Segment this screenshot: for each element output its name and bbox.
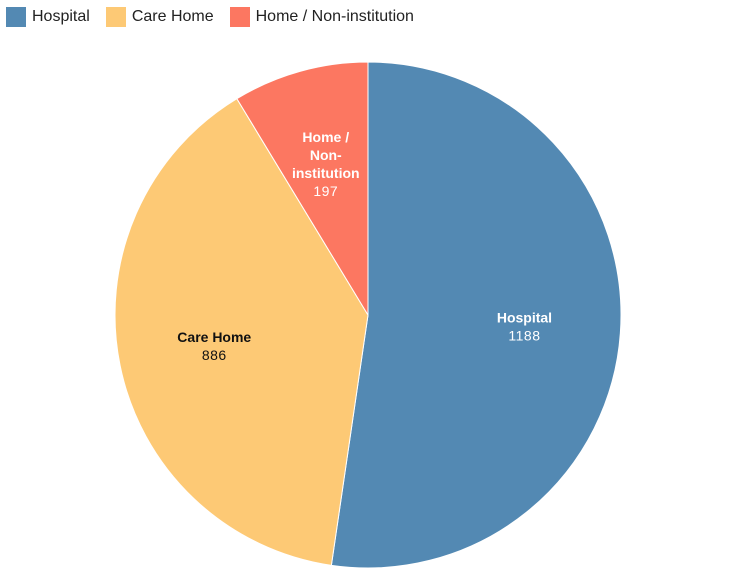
slice-label-hospital: Hospital	[497, 309, 552, 325]
legend-swatch-home-non-institution	[229, 7, 250, 27]
pie-slice-hospital[interactable]	[330, 61, 622, 569]
legend-label-hospital: Hospital	[32, 8, 90, 25]
legend-label-care-home: Care Home	[131, 8, 214, 25]
slice-value-home-non-institution: 197	[313, 183, 338, 199]
slice-label-care-home: Care Home	[177, 329, 251, 345]
chart-legend: Hospital Care Home Home / Non-institutio…	[6, 6, 430, 28]
legend-item-care-home[interactable]: Care Home	[105, 7, 214, 27]
legend-item-hospital[interactable]: Hospital	[6, 7, 90, 27]
slice-label-home-non-institution-line-3: institution	[292, 165, 360, 181]
pie-slice-home-non-institution[interactable]	[236, 61, 369, 317]
pie-slice-care-home[interactable]	[114, 97, 369, 566]
slice-value-care-home: 886	[202, 347, 227, 363]
slice-label-home-non-institution-line-2: Non-	[310, 147, 342, 163]
legend-item-home-non-institution[interactable]: Home / Non-institution	[229, 7, 414, 27]
slice-value-hospital: 1188	[508, 327, 540, 343]
legend-swatch-care-home	[105, 7, 126, 27]
legend-swatch-hospital	[6, 7, 26, 27]
slice-label-home-non-institution-line-1: Home /	[302, 129, 349, 145]
legend-label-home-non-institution: Home / Non-institution	[255, 8, 414, 25]
